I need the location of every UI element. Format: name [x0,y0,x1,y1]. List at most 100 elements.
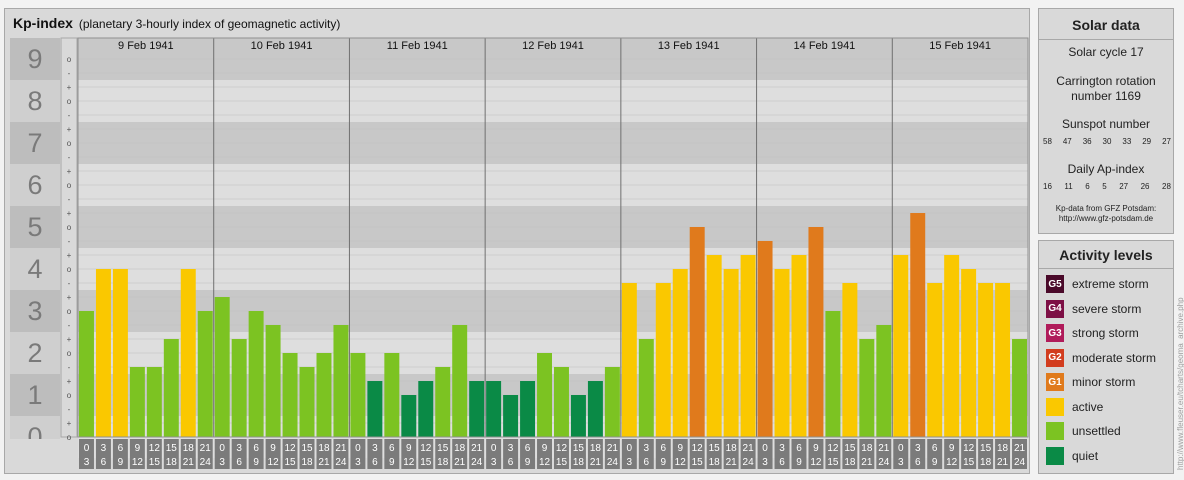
interval-start-6-1: 3 [915,443,921,454]
sub-mark-16: + [67,209,72,218]
level-swatch: G1 [1046,373,1064,391]
interval-cell-5-2 [791,439,807,469]
interval-cell-5-1 [774,439,790,469]
bar-day0-int0 [79,311,94,437]
sub-mark-21: o [67,139,72,148]
interval-cell-3-3 [537,439,552,469]
interval-end-0-2: 9 [118,457,124,468]
interval-start-6-3: 9 [949,443,955,454]
bar-day2-int4 [418,381,434,437]
level-label: moderate storm [1072,350,1157,365]
y-axis-band-8 [10,80,60,122]
solar-data-title: Solar data [1072,17,1140,33]
interval-end-2-1: 6 [372,457,378,468]
y-axis-band-2 [10,332,60,374]
bar-day2-int3 [401,395,417,437]
interval-cell-6-1 [910,439,926,469]
bar-day3-int6 [587,381,603,437]
interval-end-2-2: 9 [389,457,395,468]
ap-title: Daily Ap-index [1067,162,1145,176]
interval-cell-2-2 [384,439,400,469]
bar-day0-int1 [95,269,111,437]
level-label: severe storm [1072,301,1142,316]
level-label: quiet [1072,448,1099,463]
interval-end-2-7: 24 [471,457,483,468]
sunspot-value-6: 27 [1162,137,1171,146]
interval-cell-0-4 [146,439,162,469]
sub-mark-25: + [67,83,72,92]
interval-end-2-6: 21 [454,457,466,468]
interval-end-3-5: 18 [573,457,585,468]
interval-cell-3-2 [520,439,536,469]
level-label: unsettled [1072,424,1121,438]
interval-cell-1-3 [265,439,281,469]
sub-mark-3: o [67,391,72,400]
chart-subtitle: (planetary 3-hourly index of geomagnetic… [78,17,341,31]
y-tick-label-3: 3 [27,296,42,326]
interval-end-0-4: 15 [149,457,161,468]
interval-end-5-2: 9 [796,457,802,468]
sub-mark-9: o [67,307,72,316]
interval-end-2-5: 18 [437,457,449,468]
sub-mark-18: o [67,181,72,190]
sub-mark-13: + [67,251,72,260]
ap-values: 16 11 6 5 27 26 28 [1043,182,1171,191]
y-tick-label-1: 1 [27,380,42,410]
y-tick-label-4: 4 [27,254,42,284]
interval-cell-6-5 [978,439,994,469]
day-label-5: 14 Feb 1941 [794,40,856,52]
solar-cycle: Solar cycle 17 [1068,45,1144,59]
sub-mark-0: o [67,433,72,442]
bar-day1-int0 [214,297,230,437]
interval-end-5-4: 15 [827,457,839,468]
interval-start-4-5: 15 [709,443,721,454]
interval-start-3-4: 12 [556,443,568,454]
bar-day4-int3 [672,269,688,437]
interval-end-3-6: 21 [590,457,602,468]
bar-day0-int5 [163,339,179,437]
interval-cell-6-7 [1012,439,1027,469]
credit-line2[interactable]: http://www.gfz-potsdam.de [1058,214,1154,223]
activity-levels-panel: Activity levels G5 extreme storm G4 severe … [1038,240,1174,474]
interval-end-2-0: 3 [355,457,361,468]
interval-cell-5-3 [808,439,824,469]
sub-mark-2: - [68,405,71,414]
interval-end-3-2: 9 [525,457,531,468]
interval-start-6-0: 0 [898,443,904,454]
sub-mark-7: + [67,335,72,344]
interval-start-2-2: 6 [389,443,395,454]
interval-cell-5-5 [842,439,858,469]
day-label-2: 11 Feb 1941 [387,40,448,52]
interval-end-4-4: 15 [692,457,704,468]
interval-start-4-0: 0 [627,443,633,454]
sub-mark-23: - [68,111,71,120]
y-tick-label-2: 2 [27,338,42,368]
interval-start-3-2: 6 [525,443,531,454]
interval-start-0-3: 9 [135,443,141,454]
chart-title-main: Kp-index [13,15,73,31]
bar-day0-int2 [112,269,128,437]
sunspot-title: Sunspot number [1061,117,1151,131]
interval-cell-4-0 [621,439,637,469]
sub-mark-1: + [67,419,72,428]
interval-start-4-6: 18 [726,443,738,454]
bar-day5-int3 [808,227,824,437]
interval-cell-3-4 [554,439,569,469]
sub-mark-20: - [68,153,71,162]
bar-day2-int7 [469,381,485,437]
interval-start-4-7: 21 [743,443,755,454]
sub-mark-6: o [67,349,72,358]
interval-cell-3-1 [503,439,519,469]
bar-day6-int0 [893,255,909,437]
interval-end-5-6: 21 [861,457,873,468]
ap-value-4: 27 [1119,182,1129,191]
bar-day3-int4 [554,366,569,437]
level-swatch [1046,446,1064,465]
interval-start-1-1: 3 [236,443,242,454]
bar-day5-int7 [876,324,892,437]
ap-value-0: 16 [1043,182,1052,191]
interval-start-2-1: 3 [372,443,378,454]
interval-end-0-1: 6 [101,457,107,468]
y-axis-band-9 [10,38,60,80]
sub-mark-12: o [67,265,72,274]
